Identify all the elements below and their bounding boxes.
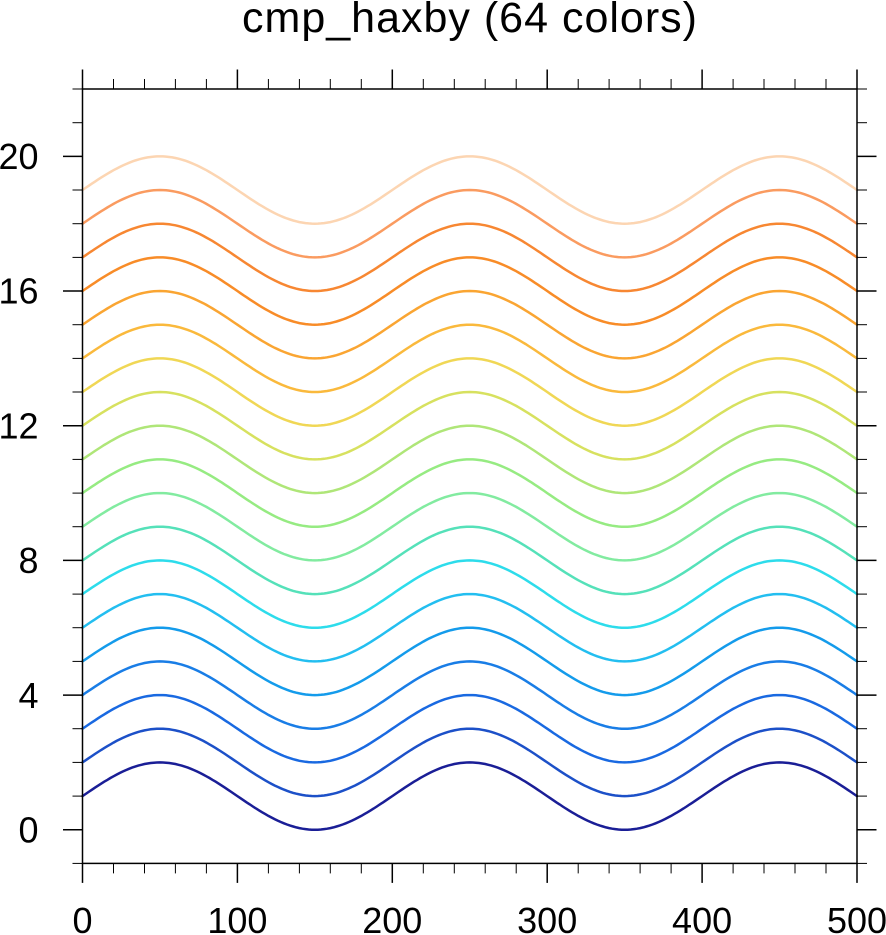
svg-text:20: 20	[0, 136, 39, 177]
svg-text:0: 0	[72, 900, 92, 935]
svg-text:cmp_haxby (64 colors): cmp_haxby (64 colors)	[242, 0, 698, 42]
svg-text:12: 12	[0, 405, 39, 446]
svg-text:400: 400	[672, 900, 732, 935]
svg-text:200: 200	[362, 900, 422, 935]
svg-text:500: 500	[827, 900, 886, 935]
svg-text:16: 16	[0, 271, 39, 312]
svg-text:0: 0	[18, 809, 38, 850]
svg-text:4: 4	[18, 675, 38, 716]
svg-text:100: 100	[207, 900, 267, 935]
svg-text:8: 8	[18, 540, 38, 581]
svg-text:300: 300	[517, 900, 577, 935]
